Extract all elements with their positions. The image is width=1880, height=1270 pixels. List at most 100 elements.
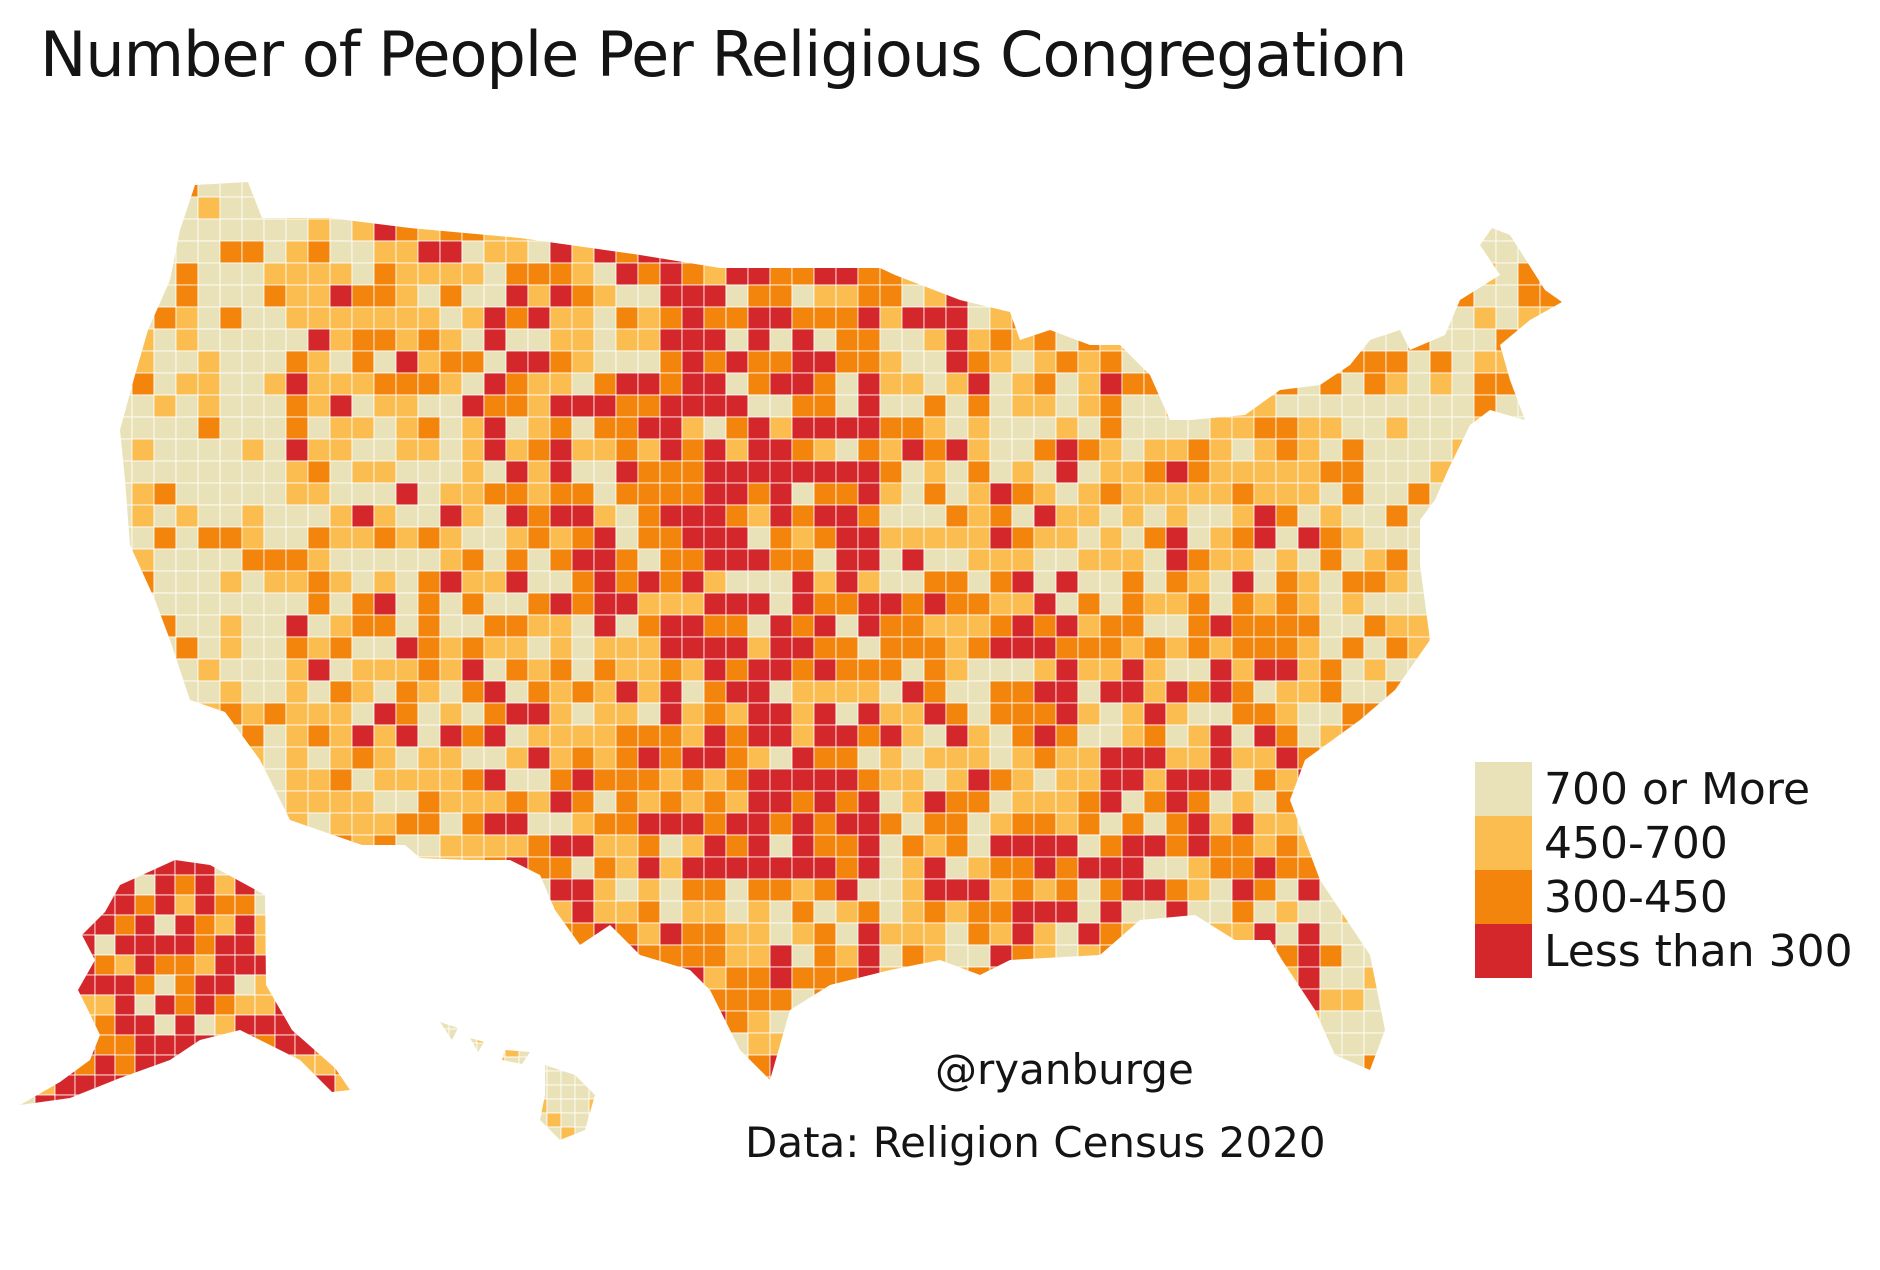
county-shape <box>94 974 116 996</box>
county-shape <box>1517 284 1541 308</box>
county-shape <box>857 988 881 1012</box>
county-shape <box>153 460 177 484</box>
county-shape <box>197 372 221 396</box>
county-shape <box>703 1032 727 1056</box>
county-shape <box>131 636 155 660</box>
county-shape <box>923 182 947 198</box>
county-shape <box>1341 680 1365 704</box>
county-shape <box>241 856 265 880</box>
county-shape <box>439 768 463 792</box>
county-shape <box>593 746 617 770</box>
county-shape <box>351 746 375 770</box>
county-shape <box>1253 438 1277 462</box>
county-shape <box>659 878 683 902</box>
county-shape <box>1561 182 1562 198</box>
county-shape <box>1253 834 1277 858</box>
county-shape <box>1033 394 1057 418</box>
county-shape <box>593 1054 617 1078</box>
county-shape <box>835 988 859 1012</box>
county-shape <box>483 526 507 550</box>
county-shape <box>593 240 617 264</box>
county-shape <box>194 954 216 976</box>
county-shape <box>1517 350 1541 374</box>
county-shape <box>857 416 881 440</box>
county-shape <box>153 658 177 682</box>
legend-label-700-or-more: 700 or More <box>1544 763 1811 815</box>
county-shape <box>1231 856 1255 880</box>
county-shape <box>351 922 375 946</box>
county-shape <box>1319 504 1343 528</box>
county-shape <box>1253 394 1277 418</box>
county-shape <box>1473 262 1497 286</box>
county-shape <box>901 812 925 836</box>
county-shape <box>1033 856 1057 880</box>
county-shape <box>285 1076 309 1080</box>
county-shape <box>373 416 397 440</box>
county-shape <box>1319 570 1343 594</box>
county-shape <box>615 218 639 242</box>
county-shape <box>574 1098 590 1114</box>
county-shape <box>1011 636 1035 660</box>
county-shape <box>1165 856 1189 880</box>
county-shape <box>1077 966 1101 990</box>
county-shape <box>1165 768 1189 792</box>
county-shape <box>1011 724 1035 748</box>
county-shape <box>967 306 991 330</box>
county-shape <box>1165 394 1189 418</box>
legend-swatch-less-than-300 <box>1475 924 1532 978</box>
county-shape <box>241 768 265 792</box>
county-shape <box>197 790 221 814</box>
county-shape <box>571 438 595 462</box>
county-shape <box>857 438 881 462</box>
county-shape <box>659 460 683 484</box>
county-shape <box>285 724 309 748</box>
county-shape <box>1495 702 1519 726</box>
county-shape <box>1429 548 1453 572</box>
county-shape <box>923 372 947 396</box>
county-shape <box>1055 944 1079 968</box>
county-shape <box>1099 944 1123 968</box>
county-shape <box>373 240 397 264</box>
county-shape <box>373 658 397 682</box>
county-shape <box>791 900 815 924</box>
county-shape <box>1319 482 1343 506</box>
county-shape <box>1165 702 1189 726</box>
county-shape <box>1253 460 1277 484</box>
county-shape <box>1407 372 1431 396</box>
county-shape <box>1077 394 1101 418</box>
county-shape <box>94 894 116 916</box>
county-shape <box>1297 240 1321 264</box>
county-shape <box>593 394 617 418</box>
county-shape <box>659 262 683 286</box>
county-shape <box>681 746 705 770</box>
county-shape <box>1121 768 1145 792</box>
county-shape <box>1385 372 1409 396</box>
county-shape <box>285 966 309 990</box>
county-shape <box>1209 1054 1233 1078</box>
county-shape <box>505 900 529 924</box>
county-shape <box>1253 636 1277 660</box>
county-shape <box>1143 182 1167 198</box>
county-shape <box>571 944 595 968</box>
county-shape <box>74 874 96 896</box>
county-shape <box>219 372 243 396</box>
county-shape <box>329 812 353 836</box>
county-shape <box>120 812 133 836</box>
county-shape <box>175 526 199 550</box>
county-shape <box>791 834 815 858</box>
county-shape <box>1363 526 1387 550</box>
county-shape <box>1363 1032 1387 1056</box>
county-shape <box>1385 988 1409 1012</box>
county-shape <box>114 860 136 876</box>
county-shape <box>505 182 529 198</box>
county-shape <box>54 914 76 936</box>
county-shape <box>549 790 573 814</box>
county-shape <box>813 526 837 550</box>
county-shape <box>505 988 529 1012</box>
county-shape <box>1561 526 1562 550</box>
county-shape <box>549 702 573 726</box>
county-shape <box>1055 614 1079 638</box>
county-shape <box>1341 812 1365 836</box>
county-shape <box>575 1141 589 1155</box>
county-shape <box>1099 328 1123 352</box>
